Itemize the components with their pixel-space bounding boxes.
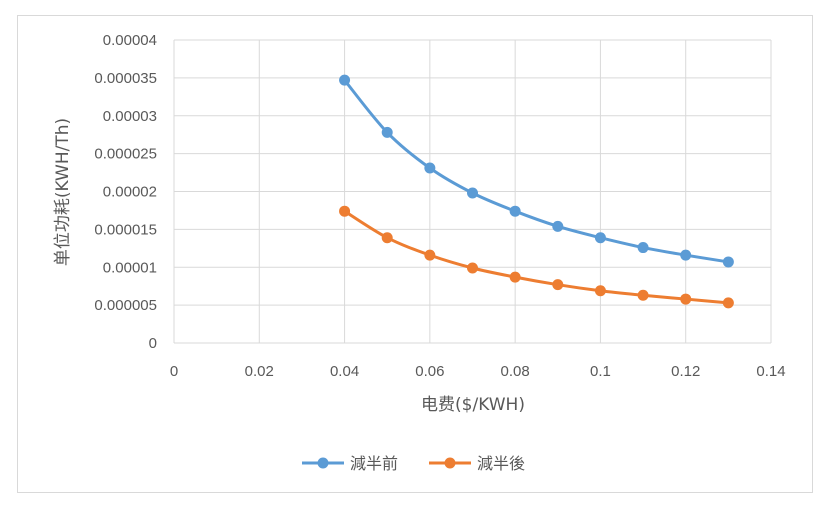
plot-area-gridlines bbox=[173, 39, 772, 344]
data-point-marker[interactable] bbox=[680, 293, 692, 305]
y-tick-label: 0.00004 bbox=[103, 32, 157, 49]
data-point-marker[interactable] bbox=[594, 232, 606, 244]
x-tick-label: 0 bbox=[170, 363, 178, 380]
y-tick-label: 0 bbox=[149, 335, 157, 352]
legend-label: 減半前 bbox=[350, 454, 398, 473]
data-point-marker[interactable] bbox=[722, 256, 734, 268]
data-point-marker[interactable] bbox=[552, 220, 564, 232]
data-point-marker[interactable] bbox=[509, 271, 521, 283]
legend-label: 減半後 bbox=[477, 454, 525, 473]
data-point-marker[interactable] bbox=[467, 187, 478, 199]
legend-marker-icon bbox=[444, 457, 456, 469]
y-tick-label: 0.000025 bbox=[94, 146, 157, 163]
x-tick-label: 0.12 bbox=[671, 363, 700, 380]
x-tick-label: 0.1 bbox=[590, 363, 611, 380]
y-tick-label: 0.000015 bbox=[94, 221, 157, 238]
x-tick-label: 0.02 bbox=[245, 363, 274, 380]
x-tick-label: 0.06 bbox=[415, 363, 444, 380]
y-tick-label: 0.00001 bbox=[103, 259, 157, 276]
x-tick-label: 0.04 bbox=[330, 363, 359, 380]
x-axis-tick-labels: 0 0.02 0.04 0.06 0.08 0.1 0.12 0.14 bbox=[170, 363, 786, 380]
y-tick-label: 0.000005 bbox=[94, 297, 157, 314]
data-point-marker[interactable] bbox=[680, 249, 692, 261]
data-point-marker[interactable] bbox=[424, 249, 436, 261]
series-line bbox=[343, 78, 730, 264]
data-point-marker[interactable] bbox=[381, 232, 393, 244]
y-axis-tick-labels: 0 0.000005 0.00001 0.000015 0.00002 0.000025 0… bbox=[94, 32, 157, 352]
data-point-marker[interactable] bbox=[381, 126, 393, 138]
x-tick-label: 0.14 bbox=[756, 363, 785, 380]
x-tick-label: 0.08 bbox=[501, 363, 530, 380]
legend-item-before[interactable]: 減半前 bbox=[302, 454, 398, 473]
legend-item-after[interactable]: 減半後 bbox=[429, 454, 525, 473]
data-point-marker[interactable] bbox=[637, 289, 649, 301]
data-point-marker[interactable] bbox=[722, 297, 734, 309]
series-line bbox=[343, 209, 730, 305]
series-1 bbox=[339, 205, 734, 309]
y-tick-label: 0.000035 bbox=[94, 70, 157, 87]
data-point-marker[interactable] bbox=[339, 74, 351, 86]
data-series bbox=[339, 74, 734, 309]
data-point-marker[interactable] bbox=[637, 242, 649, 254]
y-tick-label: 0.00003 bbox=[103, 108, 157, 125]
legend: 減半前 減半後 bbox=[302, 454, 525, 473]
data-point-marker[interactable] bbox=[552, 279, 564, 291]
data-point-marker[interactable] bbox=[594, 285, 606, 297]
data-point-marker[interactable] bbox=[424, 162, 436, 174]
y-tick-label: 0.00002 bbox=[103, 184, 157, 201]
y-axis-title: 单位功耗(KWH/Th) bbox=[53, 118, 73, 266]
data-point-marker[interactable] bbox=[509, 205, 521, 217]
data-point-marker[interactable] bbox=[339, 205, 351, 217]
data-point-marker[interactable] bbox=[467, 262, 478, 274]
x-axis-title: 电费($/KWH) bbox=[421, 395, 525, 415]
legend-marker-icon bbox=[317, 457, 329, 469]
series-0 bbox=[339, 74, 734, 268]
